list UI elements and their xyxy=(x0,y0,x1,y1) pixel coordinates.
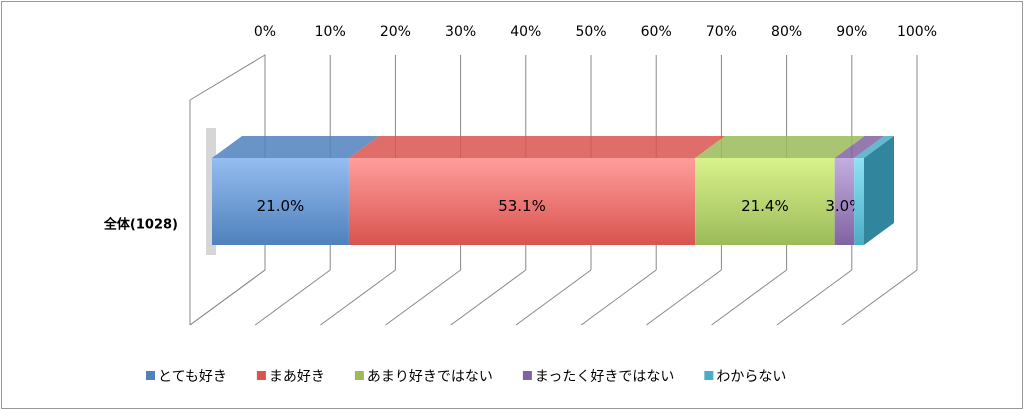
x-tick-label: 50% xyxy=(575,24,606,40)
x-tick-label: 100% xyxy=(897,24,937,40)
x-tick-label: 60% xyxy=(641,24,672,40)
floor-line xyxy=(515,269,592,326)
legend-swatch xyxy=(704,371,714,380)
x-tick-label: 30% xyxy=(445,24,476,40)
bar-side xyxy=(864,136,894,245)
x-tick-label: 20% xyxy=(380,24,411,40)
bar-top xyxy=(212,136,379,158)
floor-line xyxy=(450,269,527,326)
bar xyxy=(854,158,864,245)
floor-line xyxy=(320,269,396,326)
data-label: 21.0% xyxy=(257,197,305,215)
floor-line xyxy=(646,269,722,326)
floor-line xyxy=(189,269,266,326)
x-tick-label: 10% xyxy=(315,24,346,40)
legend-swatch xyxy=(522,371,532,380)
legend-swatch xyxy=(354,371,364,380)
legend-label: まったく好きではない xyxy=(535,369,674,385)
bar-top xyxy=(834,136,885,158)
x-tick-label: 40% xyxy=(510,24,541,40)
floor-line xyxy=(385,269,461,326)
data-label: 53.1% xyxy=(498,197,546,215)
x-tick-label: 80% xyxy=(771,24,802,40)
legend-swatch xyxy=(146,371,155,380)
legend-label: とても好き xyxy=(158,369,227,385)
x-tick-label: 0% xyxy=(254,24,276,40)
legend-label: わからない xyxy=(716,369,786,385)
floor-line xyxy=(776,269,853,326)
legend-label: あまり好きではない xyxy=(367,369,493,385)
legend-label: まあ好き xyxy=(269,369,325,385)
x-tick-label: 70% xyxy=(706,24,737,40)
bar-top xyxy=(695,136,865,158)
bar-top xyxy=(854,136,894,158)
bar xyxy=(212,158,349,245)
floor-line xyxy=(841,269,918,326)
data-label: 3.0% xyxy=(825,197,863,215)
bar xyxy=(348,158,696,245)
legend-swatch xyxy=(256,371,266,380)
bar xyxy=(834,158,855,245)
floor-line xyxy=(711,269,787,326)
bar xyxy=(695,158,835,245)
bar-top xyxy=(348,136,726,158)
data-label: 21.4% xyxy=(741,197,789,215)
floor-line xyxy=(580,269,657,326)
floor-line xyxy=(254,269,331,326)
category-label: 全体(1028) xyxy=(103,217,178,233)
x-tick-label: 90% xyxy=(836,24,867,40)
bar-shadow xyxy=(206,128,216,255)
